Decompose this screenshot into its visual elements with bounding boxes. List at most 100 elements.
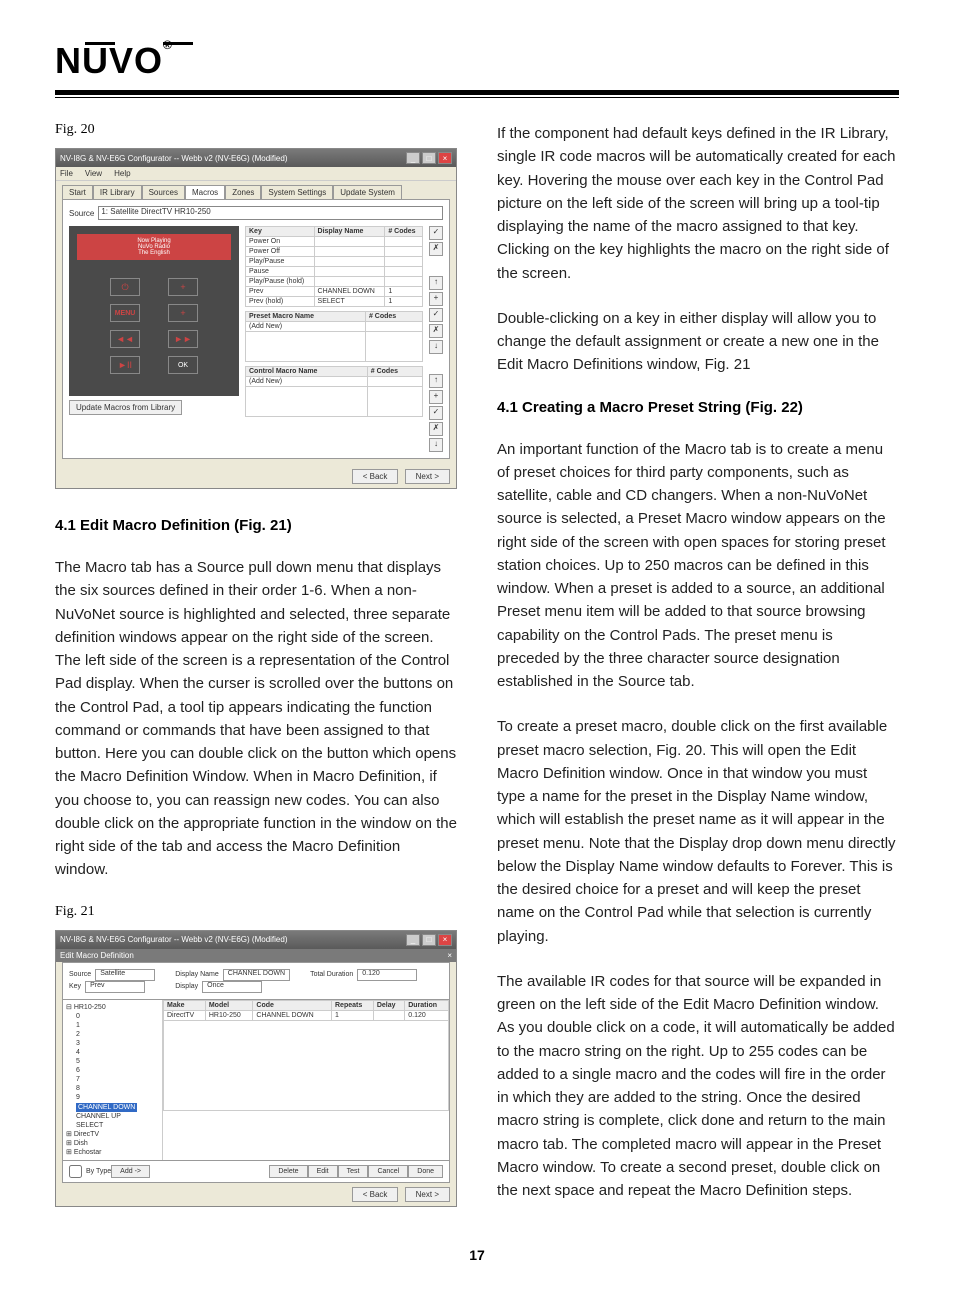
side-x-icon[interactable]: ✗ — [429, 242, 443, 256]
side-down-icon[interactable]: ↓ — [429, 340, 443, 354]
side-plus-icon[interactable]: + — [429, 390, 443, 404]
right-p4: To create a preset macro, double click o… — [497, 715, 899, 948]
sub-title: Edit Macro Definition — [60, 951, 134, 960]
tab-update-system[interactable]: Update System — [333, 185, 402, 199]
key-row[interactable]: Power Off — [246, 247, 423, 257]
logo-reg: ® — [163, 38, 173, 52]
side-up-icon[interactable]: ↑ — [429, 374, 443, 388]
key-table: Key Display Name # Codes Power On Power … — [245, 226, 423, 307]
section-41-body: The Macro tab has a Source pull down men… — [55, 556, 457, 882]
fig21-label: Fig. 21 — [55, 904, 457, 920]
side-plus-icon[interactable]: + — [429, 292, 443, 306]
fig20-screenshot: NV-I8G & NV-E6G Configurator -- Webb v2 … — [55, 148, 457, 489]
tab-zones[interactable]: Zones — [225, 185, 261, 199]
tab-system-settings[interactable]: System Settings — [261, 185, 333, 199]
ok-button[interactable]: OK — [168, 356, 198, 374]
f21-total-label: Total Duration — [310, 971, 353, 978]
add-button[interactable]: Add -> — [111, 1165, 150, 1178]
by-type-checkbox[interactable] — [69, 1165, 82, 1178]
f21-dn-value[interactable]: CHANNEL DOWN — [223, 969, 290, 981]
maximize-button[interactable]: □ — [422, 934, 436, 946]
f21-total-value: 0.120 — [357, 969, 417, 981]
by-type-label: By Type — [86, 1168, 111, 1175]
power-button[interactable]: ⏻ — [110, 278, 140, 296]
maximize-button[interactable]: □ — [422, 152, 436, 164]
back-button[interactable]: < Back — [352, 469, 399, 484]
col-display-name: Display Name — [314, 227, 385, 237]
fig20-menubar: File View Help — [56, 167, 456, 181]
test-button[interactable]: Test — [338, 1165, 369, 1178]
now-playing-display: Now Playing NuVo Radio The English — [77, 234, 231, 260]
back-button[interactable]: < Back — [352, 1187, 399, 1202]
key-row[interactable]: Prev (hold)SELECT1 — [246, 297, 423, 307]
next-button[interactable]: Next > — [405, 469, 450, 484]
close-button[interactable]: × — [438, 152, 452, 164]
side-check-icon[interactable]: ✓ — [429, 308, 443, 322]
fig21-subheader: Edit Macro Definition × — [56, 949, 456, 962]
right-section-title: 4.1 Creating a Macro Preset String (Fig.… — [497, 399, 899, 416]
menu-view[interactable]: View — [85, 169, 102, 178]
code-row[interactable]: DirectTVHR10-250 CHANNEL DOWN1 0.120 — [164, 1010, 449, 1020]
f21-source-label: Source — [69, 971, 91, 978]
next-button[interactable]: Next > — [405, 1187, 450, 1202]
preset-table: Preset Macro Name# Codes (Add New) — [245, 311, 423, 362]
side-up-icon[interactable]: ↑ — [429, 276, 443, 290]
menu-button[interactable]: MENU — [110, 304, 140, 322]
sub-close-icon[interactable]: × — [447, 951, 452, 960]
side-x-icon[interactable]: ✗ — [429, 324, 443, 338]
divider-thick — [55, 90, 899, 95]
right-p5: The available IR codes for that source w… — [497, 970, 899, 1203]
cancel-button[interactable]: Cancel — [368, 1165, 408, 1178]
fig20-window-title: NV-I8G & NV-E6G Configurator -- Webb v2 … — [60, 154, 287, 163]
code-tree[interactable]: ⊟ HR10-250 01 23 45 67 89 CHANNEL DOWN C… — [63, 1000, 163, 1161]
side-check-icon[interactable]: ✓ — [429, 226, 443, 240]
logo-text: NUVO — [55, 40, 163, 81]
fig20-tabstrip: Start IR Library Sources Macros Zones Sy… — [56, 181, 456, 199]
tab-start[interactable]: Start — [62, 185, 93, 199]
key-row[interactable]: Pause — [246, 267, 423, 277]
delete-button[interactable]: Delete — [269, 1165, 307, 1178]
close-button[interactable]: × — [438, 934, 452, 946]
right-p2: Double-clicking on a key in either displ… — [497, 307, 899, 377]
control-header: Control Macro Name — [246, 367, 368, 377]
key-row[interactable]: PrevCHANNEL DOWN1 — [246, 287, 423, 297]
minus-button[interactable]: + — [168, 304, 198, 322]
minimize-button[interactable]: _ — [406, 934, 420, 946]
minimize-button[interactable]: _ — [406, 152, 420, 164]
key-row[interactable]: Play/Pause (hold) — [246, 277, 423, 287]
prev-button[interactable]: ◄◄ — [110, 330, 140, 348]
control-add-row[interactable]: (Add New) — [246, 377, 423, 387]
key-row[interactable]: Play/Pause — [246, 257, 423, 267]
codes-table: Make Model Code Repeats Delay Duration D… — [163, 1000, 449, 1111]
side-x-icon[interactable]: ✗ — [429, 422, 443, 436]
side-down-icon[interactable]: ↓ — [429, 438, 443, 452]
tab-sources[interactable]: Sources — [142, 185, 185, 199]
wizard-nav: < Back Next > — [56, 1183, 456, 1206]
fig20-titlebar: NV-I8G & NV-E6G Configurator -- Webb v2 … — [56, 149, 456, 167]
side-check-icon[interactable]: ✓ — [429, 406, 443, 420]
page-number: 17 — [55, 1247, 899, 1263]
next-button[interactable]: ►► — [168, 330, 198, 348]
tab-macros[interactable]: Macros — [185, 185, 225, 199]
section-41-title: 4.1 Edit Macro Definition (Fig. 21) — [55, 517, 457, 534]
control-codes-header: # Codes — [367, 367, 422, 377]
tab-irlibrary[interactable]: IR Library — [93, 185, 142, 199]
tree-selected[interactable]: CHANNEL DOWN — [76, 1103, 137, 1112]
edit-button[interactable]: Edit — [308, 1165, 338, 1178]
menu-help[interactable]: Help — [114, 169, 130, 178]
key-row[interactable]: Power On — [246, 237, 423, 247]
right-p3: An important function of the Macro tab i… — [497, 438, 899, 694]
control-pad-preview: Now Playing NuVo Radio The English ⏻ + M… — [69, 226, 239, 396]
control-table: Control Macro Name# Codes (Add New) — [245, 366, 423, 417]
preset-add-row[interactable]: (Add New) — [246, 322, 423, 332]
play-button[interactable]: ►II — [110, 356, 140, 374]
menu-file[interactable]: File — [60, 169, 73, 178]
source-select[interactable]: 1: Satellite DirectTV HR10-250 — [98, 206, 443, 220]
plus-button[interactable]: + — [168, 278, 198, 296]
f21-display-select[interactable]: Once — [202, 981, 262, 993]
update-macros-button[interactable]: Update Macros from Library — [69, 400, 182, 415]
fig20-label: Fig. 20 — [55, 122, 457, 138]
brand-logo: NUVO® — [55, 40, 899, 82]
f21-key-value: Prev — [85, 981, 145, 993]
done-button[interactable]: Done — [408, 1165, 443, 1178]
